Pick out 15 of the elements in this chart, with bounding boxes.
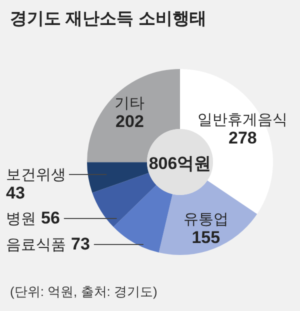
data-label: 155: [192, 228, 220, 248]
data-label: 73: [71, 234, 90, 254]
data-label: 43: [6, 184, 25, 203]
text: 806억원: [148, 154, 212, 173]
slice-label: 기타: [114, 94, 145, 112]
data-label: 202: [116, 112, 144, 131]
slice-label: 병원: [6, 210, 36, 228]
data-label: 278: [228, 128, 257, 148]
slice-label: 음료식품: [6, 236, 66, 254]
slice-label: 일반휴게음식: [198, 112, 288, 129]
slice-label: 유통업: [183, 211, 228, 228]
chart-title: 경기도 재난소득 소비행태: [10, 9, 206, 28]
slice-label: 보건위생: [6, 166, 66, 184]
text: (단위: 억원, 출처: 경기도): [10, 284, 158, 299]
data-label: 56: [41, 208, 60, 228]
